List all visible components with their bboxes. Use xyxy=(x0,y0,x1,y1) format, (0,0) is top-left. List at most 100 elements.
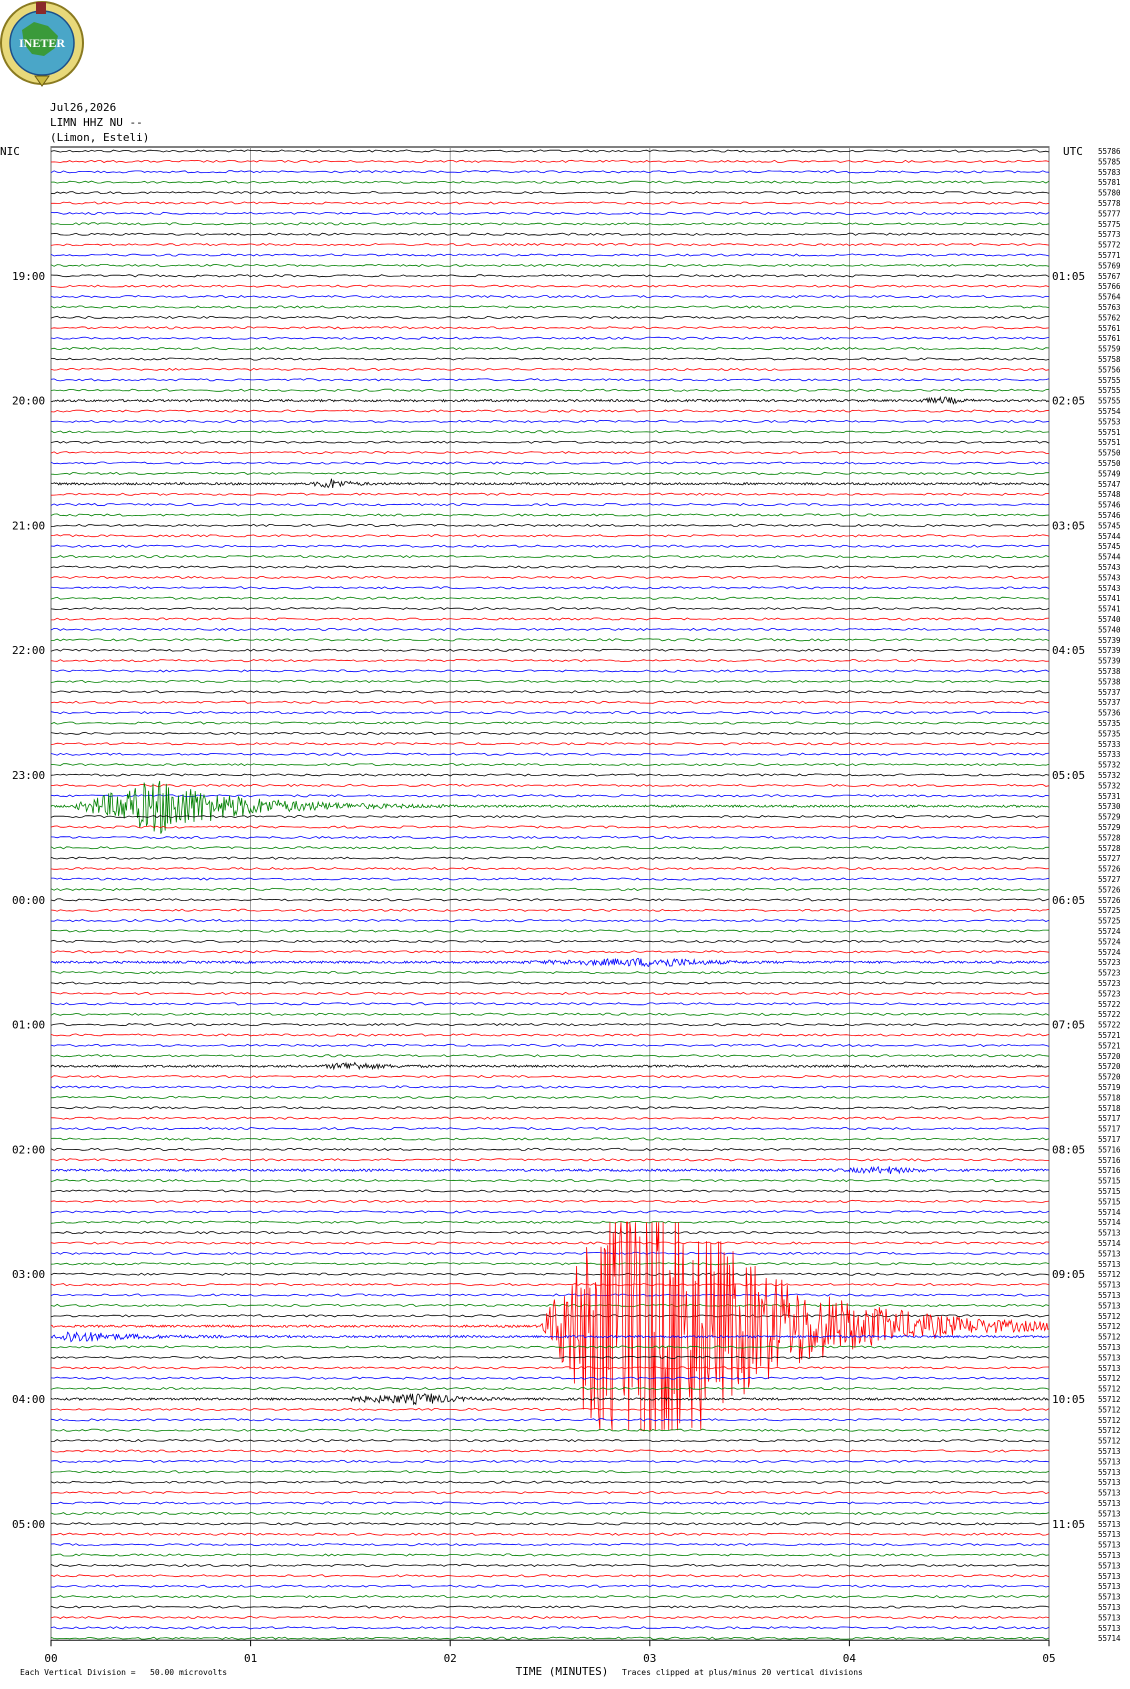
trace-label: 55751 xyxy=(1098,438,1121,447)
trace-label: 55733 xyxy=(1098,740,1121,749)
trace-label: 55712 xyxy=(1098,1312,1121,1321)
trace xyxy=(50,336,1050,340)
header-line: (Limon, Esteli) xyxy=(50,131,149,144)
trace xyxy=(50,1033,1050,1037)
trace xyxy=(50,596,1050,600)
trace xyxy=(50,1543,1050,1547)
trace-label: 55761 xyxy=(1098,334,1121,343)
trace xyxy=(50,1345,1050,1349)
trace-label: 55748 xyxy=(1098,490,1121,499)
trace-label: 55712 xyxy=(1098,1416,1121,1425)
right-time: 06:05 xyxy=(1052,894,1085,907)
logo: INETER xyxy=(0,1,84,87)
trace xyxy=(50,1376,1050,1380)
trace xyxy=(50,243,1050,247)
trace-label: 55713 xyxy=(1098,1447,1121,1456)
trace-label: 55712 xyxy=(1098,1333,1121,1342)
trace-label: 55738 xyxy=(1098,667,1121,676)
trace xyxy=(50,1532,1050,1536)
trace xyxy=(50,1636,1050,1640)
trace xyxy=(51,555,1050,559)
trace xyxy=(50,1355,1050,1359)
trace xyxy=(50,1393,1049,1406)
trace-label: 55712 xyxy=(1098,1322,1121,1331)
trace-label: 55732 xyxy=(1098,761,1121,770)
scale-note: Each Vertical Division = 50.00 microvolt… xyxy=(20,1668,227,1677)
trace xyxy=(50,170,1050,174)
plot-frame xyxy=(50,146,1050,1641)
trace-label: 55740 xyxy=(1098,615,1121,624)
trace xyxy=(50,544,1050,548)
trace-label: 55750 xyxy=(1098,449,1121,458)
x-tick-label: 02 xyxy=(444,1652,457,1665)
trace xyxy=(50,1054,1050,1058)
trace xyxy=(50,503,1050,507)
trace-label: 55778 xyxy=(1098,199,1121,208)
trace-label: 55772 xyxy=(1098,241,1121,250)
trace xyxy=(50,513,1050,517)
right-time: 05:05 xyxy=(1052,769,1085,782)
trace-label: 55747 xyxy=(1098,480,1121,489)
trace xyxy=(50,607,1050,611)
trace-label: 55780 xyxy=(1098,189,1121,198)
trace xyxy=(50,991,1050,995)
trace xyxy=(50,1584,1050,1588)
x-tick-label: 04 xyxy=(843,1652,857,1665)
trace xyxy=(50,815,1050,819)
trace-label: 55722 xyxy=(1098,1021,1121,1030)
trace-label: 55745 xyxy=(1098,521,1121,530)
trace xyxy=(50,846,1049,850)
trace-label: 55746 xyxy=(1098,511,1121,520)
trace-label: 55727 xyxy=(1098,875,1121,884)
header-line: LIMN HHZ NU -- xyxy=(50,116,143,129)
trace-label: 55712 xyxy=(1098,1437,1121,1446)
trace-label: 55729 xyxy=(1098,823,1121,832)
trace xyxy=(50,222,1050,226)
trace-label: 55753 xyxy=(1098,417,1121,426)
right-time: 09:05 xyxy=(1052,1268,1085,1281)
trace-label: 55755 xyxy=(1098,386,1121,395)
trace-label: 55769 xyxy=(1098,261,1121,270)
trace-label: 55713 xyxy=(1098,1572,1121,1581)
trace-label: 55733 xyxy=(1098,750,1121,759)
trace-label: 55726 xyxy=(1098,865,1121,874)
trace xyxy=(50,1179,1050,1183)
trace xyxy=(50,492,1050,496)
trace-label: 55725 xyxy=(1098,906,1121,915)
trace xyxy=(50,763,1050,767)
trace xyxy=(50,1106,1050,1110)
trace-label: 55762 xyxy=(1098,313,1121,322)
trace-label: 55722 xyxy=(1098,1000,1121,1009)
trace xyxy=(50,957,1050,968)
trace-label: 55785 xyxy=(1098,157,1121,166)
trace xyxy=(50,1418,1050,1422)
trace xyxy=(50,315,1049,319)
trace-label: 55781 xyxy=(1098,178,1121,187)
trace xyxy=(50,939,1050,943)
trace xyxy=(50,752,1050,756)
trace-label: 55723 xyxy=(1098,989,1121,998)
trace-label: 55720 xyxy=(1098,1052,1121,1061)
trace-label: 55749 xyxy=(1098,469,1121,478)
trace xyxy=(50,478,1050,489)
trace xyxy=(50,1210,1050,1214)
trace-label: 55714 xyxy=(1098,1208,1121,1217)
trace-label: 55720 xyxy=(1098,1062,1121,1071)
trace xyxy=(50,211,1050,215)
trace-label: 55783 xyxy=(1098,168,1121,177)
trace-label: 55713 xyxy=(1098,1520,1121,1529)
trace-label: 55713 xyxy=(1098,1582,1121,1591)
left-time: 05:00 xyxy=(12,1518,45,1531)
trace xyxy=(51,201,1050,205)
trace-label: 55743 xyxy=(1098,573,1121,582)
trace-label: 55712 xyxy=(1098,1270,1121,1279)
trace-label: 55729 xyxy=(1098,813,1121,822)
trace xyxy=(50,1553,1050,1557)
trace xyxy=(50,887,1050,891)
trace-label: 55727 xyxy=(1098,854,1121,863)
trace xyxy=(50,867,1050,871)
trace xyxy=(50,648,1050,652)
trace xyxy=(50,232,1050,236)
trace-label: 55761 xyxy=(1098,324,1121,333)
